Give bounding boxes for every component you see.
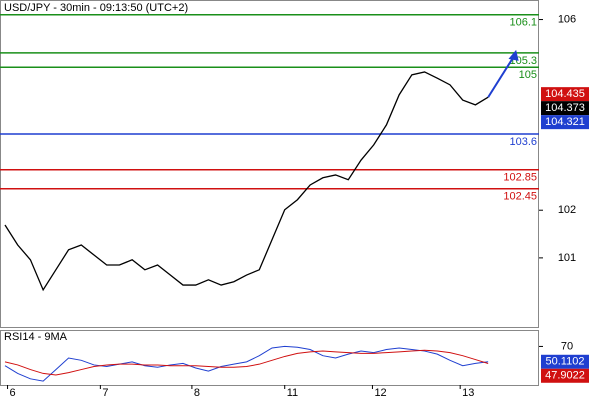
level-label: 103.6 — [509, 136, 537, 148]
price-label-bg — [541, 101, 589, 116]
rsi-label: 50.1102 — [546, 356, 585, 368]
y-tick-label: 102 — [558, 204, 576, 216]
price-label: 104.321 — [545, 116, 585, 128]
rsi-label-bg — [541, 354, 589, 369]
y-tick-label: 101 — [558, 252, 576, 264]
rsi-label: 47.9022 — [545, 370, 585, 382]
price-panel — [0, 0, 539, 328]
x-tick-label: 7 — [102, 387, 108, 399]
level-label: 102.45 — [503, 191, 537, 203]
rsi-line — [4, 345, 489, 382]
level-label: 106.1 — [509, 17, 537, 29]
x-tick-label: 11 — [287, 387, 298, 399]
rsi-panel — [0, 330, 539, 386]
forecast-arrow — [487, 52, 517, 98]
rsi-label-bg — [541, 368, 589, 383]
level-label: 102.85 — [503, 172, 537, 184]
x-tick-label: 6 — [10, 387, 16, 399]
chart-title: USD/JPY - 30min - 09:13:50 (UTC+2) — [4, 2, 188, 14]
rsi-tick-label: 70 — [561, 340, 573, 352]
y-tick-label: 106 — [558, 13, 576, 25]
price-label: 104.373 — [545, 102, 585, 114]
x-tick-label: 8 — [194, 387, 200, 399]
price-label: 104.435 — [545, 88, 585, 100]
level-label: 105 — [519, 69, 537, 81]
price-line — [4, 71, 489, 292]
price-label-bg — [541, 115, 589, 130]
price-label-bg — [541, 87, 589, 102]
rsi-line — [4, 349, 489, 376]
x-tick-label: 12 — [374, 387, 386, 399]
rsi-title: RSI14 - 9MA — [4, 331, 68, 343]
x-tick-label: 13 — [462, 387, 474, 399]
arrow-head — [508, 49, 519, 61]
